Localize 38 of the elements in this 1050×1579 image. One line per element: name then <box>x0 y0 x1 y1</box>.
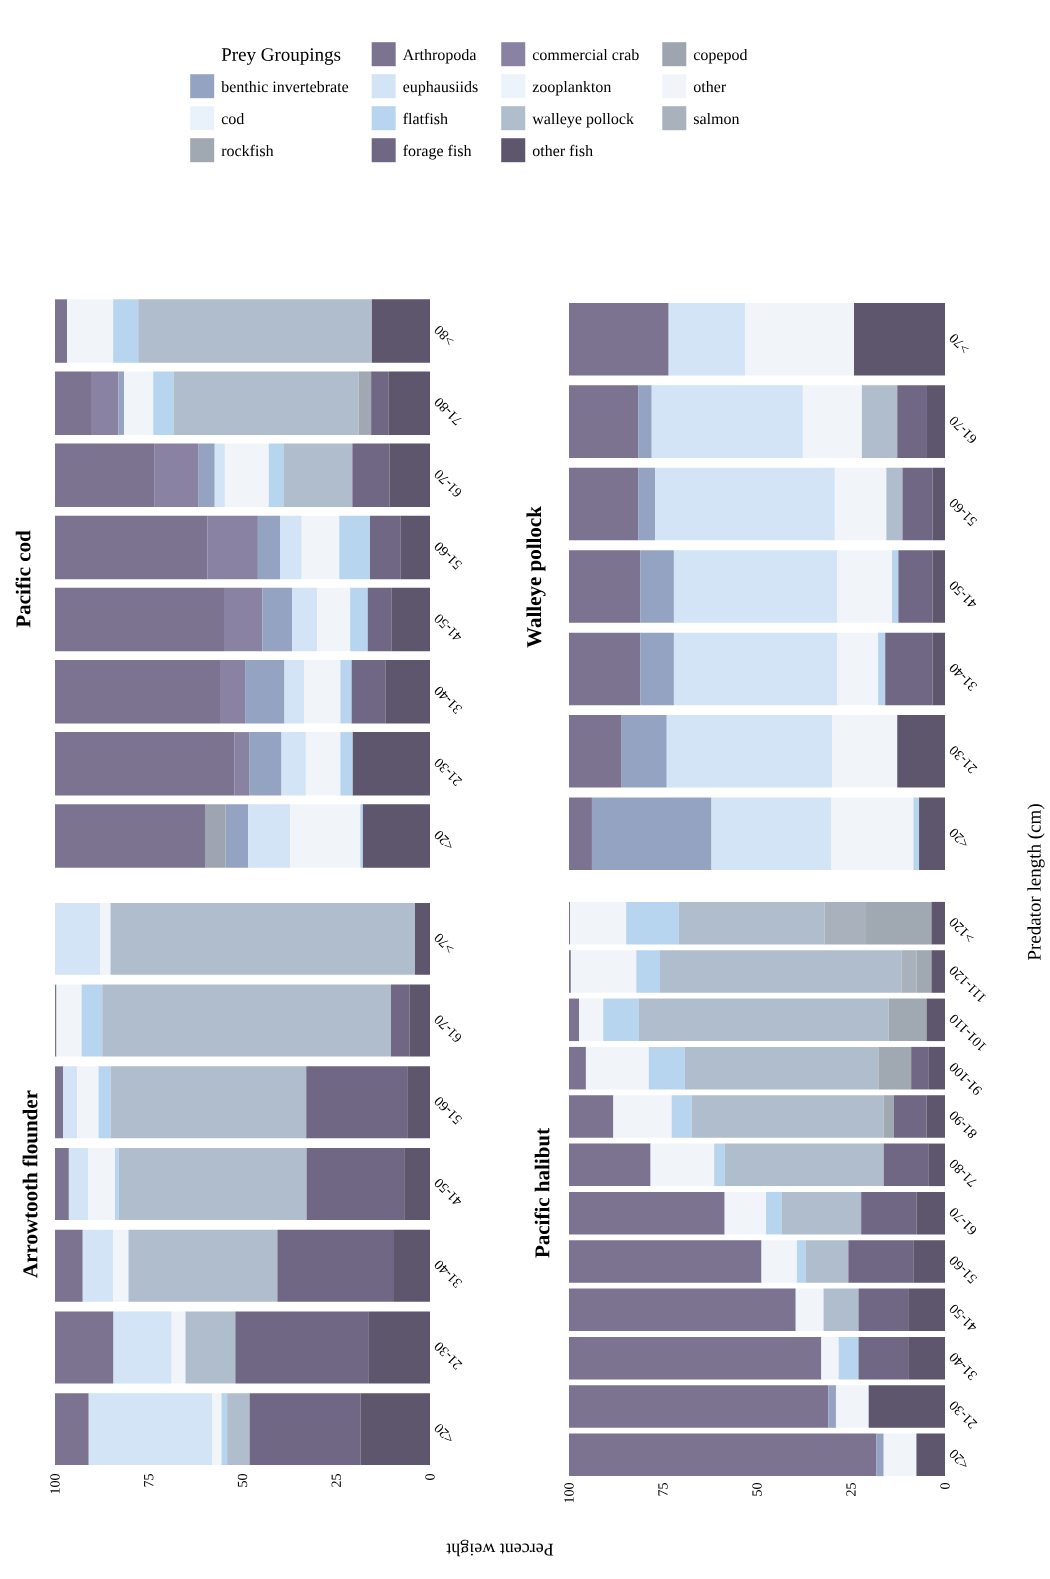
y-tick-label: <20 <box>949 828 967 846</box>
x-tick-label: 25 <box>846 1483 856 1496</box>
y-tick-label: <20 <box>434 830 452 848</box>
y-tick-label: >80 <box>434 326 454 346</box>
y-tick-label: >70 <box>434 933 454 953</box>
y-tick-label: >70 <box>949 334 969 354</box>
legend-label: Arthropoda <box>402 48 477 64</box>
legend-label: benthic invertebrate <box>221 80 349 93</box>
legend-label: euphausiids <box>403 80 478 96</box>
x-tick-label: 50 <box>752 1483 762 1496</box>
x-tick-label: 0 <box>940 1483 950 1489</box>
x-axis-title: Percent weight <box>446 1539 554 1557</box>
x-tick-label: 100 <box>564 1483 574 1503</box>
text: Walleye pollock <box>526 506 546 648</box>
legend-label: cod <box>221 112 245 125</box>
legend-label: walleye pollock <box>532 112 634 128</box>
x-tick-label: 100 <box>50 1474 60 1494</box>
x-tick-label: 75 <box>658 1483 668 1496</box>
y-tick-label: <20 <box>949 1449 967 1467</box>
legend-label: rockfish <box>221 144 274 157</box>
x-tick-label: 50 <box>237 1474 248 1487</box>
legend-label: commercial crab <box>532 48 639 61</box>
legend-label: other <box>693 80 727 93</box>
x-tick-label: 25 <box>331 1474 341 1487</box>
legend-label: copepod <box>693 48 748 64</box>
legend-label: forage fish <box>403 144 472 160</box>
legend-label: zooplankton <box>532 80 612 96</box>
text: Arrowtooth flounder <box>22 1090 38 1278</box>
text: Pacific cod <box>15 530 31 628</box>
y-axis-title: Predator length (cm) <box>1027 804 1045 961</box>
legend-title: Prey Groupings <box>221 48 341 65</box>
legend-label: other fish <box>532 144 593 157</box>
y-tick-label: <20 <box>434 1424 452 1441</box>
x-tick-label: 75 <box>144 1474 154 1487</box>
legend-label: salmon <box>693 112 740 125</box>
x-tick-label: 0 <box>425 1474 435 1480</box>
legend-label: flatfish <box>403 112 448 125</box>
text: Pacific halibut <box>534 1128 550 1258</box>
